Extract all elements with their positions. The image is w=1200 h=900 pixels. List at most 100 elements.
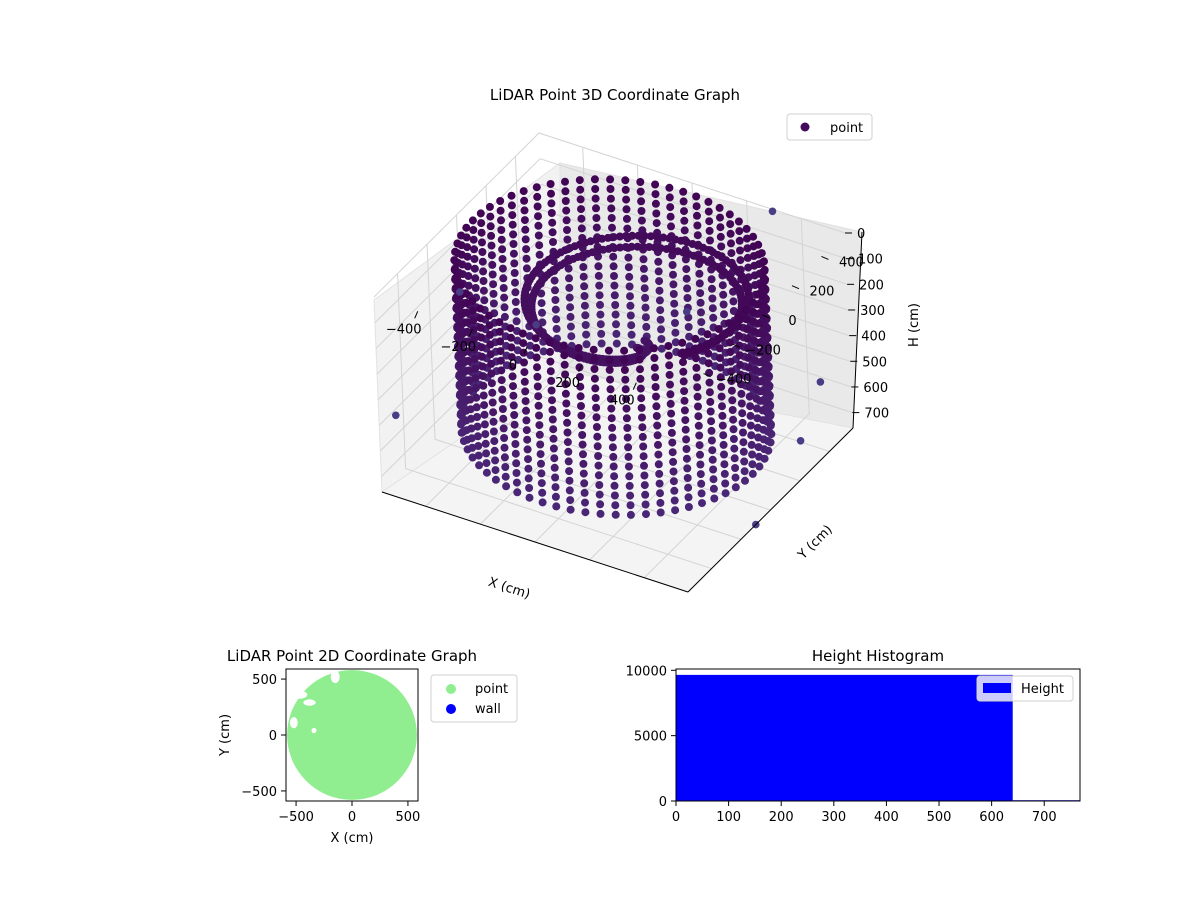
point-3d [621, 385, 630, 394]
point-3d [622, 195, 631, 204]
point-3d [472, 393, 481, 402]
point-3d [736, 370, 745, 379]
point-3d [693, 383, 702, 392]
point-3d [627, 330, 636, 339]
point-3d [670, 299, 679, 308]
point-3d [563, 438, 572, 447]
point-3d [478, 362, 487, 371]
point-3d [626, 301, 635, 310]
point-3d [534, 401, 543, 410]
point-3d [566, 312, 575, 321]
point-3d [488, 270, 497, 279]
point-3d [746, 421, 755, 430]
point-3d [536, 440, 545, 449]
point-3d [696, 460, 705, 469]
point-3d [656, 508, 665, 517]
point-3d [489, 299, 498, 308]
point-3d [638, 423, 647, 432]
point-3d [626, 311, 635, 320]
point-3d [645, 243, 654, 251]
point-3d [639, 452, 648, 461]
point-3d [721, 479, 730, 488]
point-3d [624, 263, 633, 272]
point-3d [684, 493, 693, 502]
point-3d [622, 232, 630, 240]
y-tick [703, 373, 711, 378]
point-3d [620, 356, 629, 365]
legend-label-wall: wall [475, 702, 501, 717]
point-3d [719, 290, 728, 299]
point-3d [478, 248, 487, 256]
point-3d [464, 356, 473, 365]
h-tick-label: 500 [862, 355, 887, 370]
point-3d [537, 479, 546, 488]
point-3d [692, 373, 701, 382]
point-3d [639, 442, 648, 451]
point-3d [610, 272, 618, 280]
legend-label-height: Height [1021, 682, 1064, 697]
point-3d [485, 321, 494, 330]
point-3d [610, 291, 619, 300]
point-3d [567, 332, 576, 341]
point-3d [511, 430, 519, 439]
y-tick [821, 255, 829, 260]
point-3d [576, 382, 585, 391]
point-3d [693, 211, 701, 220]
point-3d [740, 467, 749, 476]
x-tick-label-hist: 0 [672, 810, 680, 825]
point-3d [636, 178, 645, 186]
outlier-point [816, 378, 825, 386]
point-3d [510, 269, 519, 277]
point-3d [581, 321, 590, 329]
point-3d [595, 490, 604, 499]
point-3d [577, 411, 586, 420]
point-3d [640, 231, 649, 240]
point-3d [626, 501, 635, 510]
point-3d [695, 441, 704, 450]
x-axis-label: X (cm) [486, 575, 532, 603]
grid-line-h [374, 158, 847, 324]
x-tick-label: −400 [386, 322, 422, 337]
h-tick-label: 400 [861, 330, 886, 345]
point-3d [566, 496, 575, 505]
point-3d [490, 437, 499, 446]
point-3d [495, 318, 504, 327]
point-3d [546, 367, 555, 376]
point-3d [533, 382, 542, 391]
point-3d [734, 322, 743, 331]
point-3d [487, 251, 496, 260]
point-3d [593, 442, 602, 451]
point-3d [468, 216, 477, 225]
point-3d [512, 459, 521, 468]
point-3d [640, 471, 649, 480]
point-3d [651, 243, 659, 252]
point-3d [577, 224, 586, 233]
point-3d [705, 378, 714, 387]
point-3d [538, 488, 547, 497]
point-3d [754, 443, 763, 452]
point-3d [641, 490, 650, 499]
point-3d [737, 399, 746, 408]
point-3d [597, 339, 606, 348]
point-3d [521, 225, 530, 234]
point-3d [716, 373, 725, 382]
point-3d [696, 450, 704, 459]
point-3d [522, 254, 531, 263]
point-3d [566, 505, 575, 514]
point-3d [532, 183, 541, 192]
point-3d [548, 218, 557, 227]
point-3d [580, 479, 589, 488]
point-3d [551, 305, 560, 314]
point-3d [561, 177, 569, 186]
ticks-histogram: 0 100 200 300 400 500 600 700 0 5000 10000 [626, 664, 1057, 825]
point-3d [565, 486, 574, 495]
point-3d [726, 229, 735, 238]
point-3d [576, 185, 585, 194]
point-3d [478, 372, 487, 381]
point-3d [551, 286, 559, 295]
y-tick-label-2d: −500 [241, 785, 277, 800]
point-3d [654, 450, 663, 459]
point-3d [642, 510, 650, 519]
point-3d [637, 403, 646, 412]
point-3d [545, 338, 554, 347]
